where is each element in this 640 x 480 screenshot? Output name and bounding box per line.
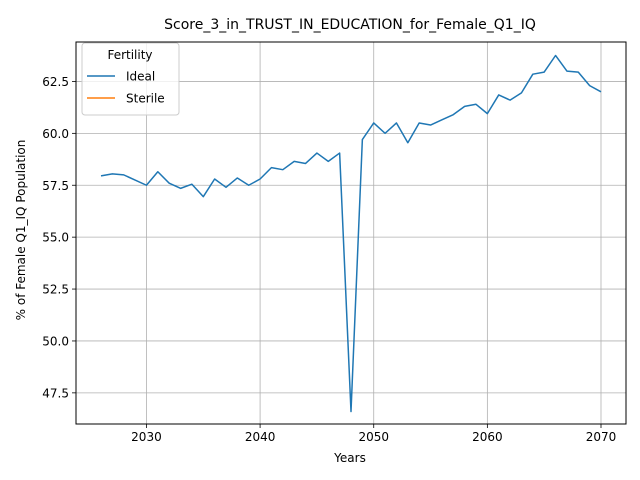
series-layer — [100, 54, 602, 413]
legend-label-sterile: Sterile — [126, 92, 165, 106]
y-tick-label: 60.0 — [42, 127, 69, 141]
legend-title: Fertility — [107, 48, 152, 62]
y-axis: 47.5 50.0 52.5 55.0 57.5 60.0 62.5 — [42, 75, 76, 400]
y-tick-label: 52.5 — [42, 283, 69, 297]
plot-frame — [75, 41, 627, 425]
legend-label-ideal: Ideal — [126, 70, 155, 84]
grid-lines — [76, 42, 626, 424]
legend: Fertility Ideal Sterile — [81, 42, 180, 116]
y-axis-label: % of Female Q1_IQ Population — [14, 140, 28, 321]
x-axis-label: Years — [333, 451, 366, 465]
y-tick-label: 50.0 — [42, 334, 69, 348]
x-tick-label: 2060 — [472, 430, 503, 444]
y-tick-label: 55.0 — [42, 231, 69, 245]
legend-box — [81, 42, 180, 116]
x-tick-label: 2030 — [131, 430, 162, 444]
y-tick-label: 62.5 — [42, 75, 69, 89]
x-tick-label: 2050 — [358, 430, 389, 444]
y-tick-label: 47.5 — [42, 386, 69, 400]
x-axis: 2030 2040 2050 2060 2070 — [131, 424, 616, 444]
x-tick-label: 2040 — [245, 430, 276, 444]
series-line-ideal — [100, 54, 602, 413]
y-tick-label: 57.5 — [42, 179, 69, 193]
x-tick-label: 2070 — [586, 430, 617, 444]
chart-title: Score_3_in_TRUST_IN_EDUCATION_for_Female… — [164, 17, 536, 33]
